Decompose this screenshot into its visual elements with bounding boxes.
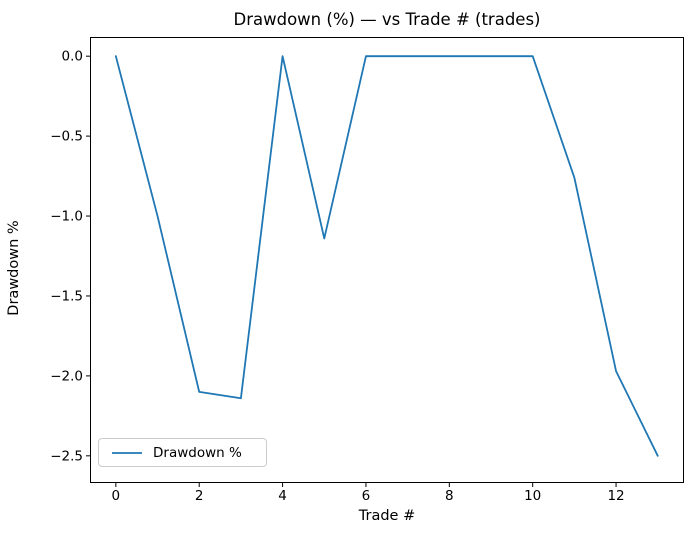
y-tick-label: −1.0: [50, 209, 83, 225]
x-tick-label: 0: [112, 488, 121, 504]
y-tick-label: −2.0: [50, 368, 83, 384]
axes-frame: [90, 37, 684, 483]
y-tick-label: −1.5: [50, 288, 83, 304]
y-tick-label: −2.5: [50, 448, 83, 464]
drawdown-line: [114, 55, 659, 457]
x-axis-label: Trade #: [358, 508, 416, 524]
y-tick-label: 0.0: [62, 49, 83, 65]
legend-line-icon: [112, 451, 142, 454]
chart-title: Drawdown (%) — vs Trade # (trades): [233, 10, 541, 29]
x-tick-label: 10: [524, 488, 541, 504]
y-tick-label: −0.5: [50, 129, 83, 145]
x-tick-label: 8: [445, 488, 454, 504]
legend-label: Drawdown %: [153, 444, 242, 461]
legend: Drawdown %: [98, 438, 267, 467]
x-tick-label: 2: [195, 488, 204, 504]
x-tick-label: 4: [278, 488, 287, 504]
x-tick-label: 6: [362, 488, 371, 504]
x-tick-label: 12: [607, 488, 624, 504]
